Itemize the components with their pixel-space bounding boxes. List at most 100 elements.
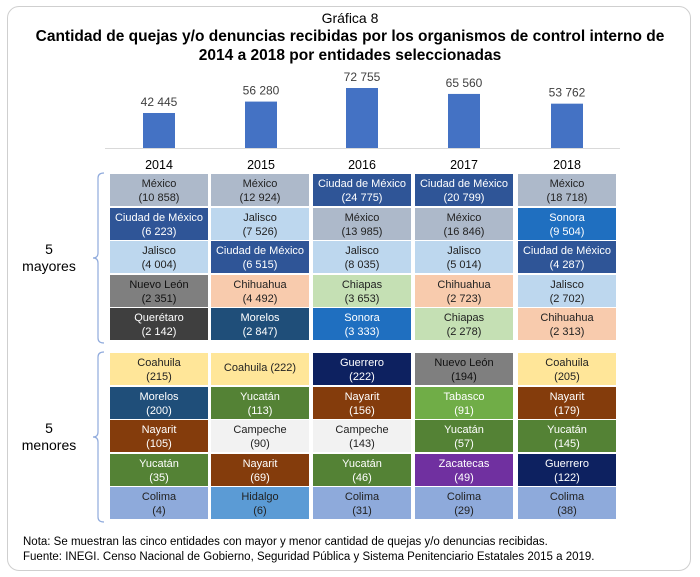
bar-2014 bbox=[143, 112, 175, 148]
group-name: mayores bbox=[22, 258, 76, 274]
entity-name: Hidalgo bbox=[241, 491, 279, 504]
entity-name: Sonora bbox=[549, 211, 585, 224]
entity-value: (2 847) bbox=[242, 326, 278, 339]
entity-value: (215) bbox=[146, 371, 172, 383]
entity-name: Yucatán bbox=[342, 457, 382, 470]
entity-name: Colima bbox=[141, 491, 177, 504]
data-label: 65 560 bbox=[446, 76, 483, 90]
table-cell: Ciudad de México (20 799) bbox=[415, 174, 513, 207]
entity-value: (10 858) bbox=[138, 192, 180, 204]
entity-name: Chihuahua bbox=[233, 278, 287, 291]
entity-value: (35) bbox=[149, 471, 169, 484]
bar-chart: 42 445 2014 56 280 2015 72 755 2016 65 560 2017… bbox=[105, 70, 620, 172]
table-cell: Ciudad de México (6 223) bbox=[110, 207, 208, 240]
entity-name: México bbox=[549, 178, 585, 190]
curly-brace-icon bbox=[92, 351, 105, 523]
entity-name: Jalisco bbox=[447, 245, 481, 258]
entity-value: (179) bbox=[554, 404, 580, 417]
table-cell: Yucatán (57) bbox=[415, 420, 513, 453]
entity-value: (145) bbox=[554, 438, 580, 451]
source-text: Fuente: INEGI. Censo Nacional de Gobiern… bbox=[23, 551, 595, 563]
entity-value: (5 014) bbox=[446, 259, 482, 272]
entity-name: Chihuahua bbox=[540, 312, 594, 325]
entity-name: México bbox=[242, 178, 278, 190]
entity-value: (2 351) bbox=[141, 292, 177, 305]
entity-name: Nayarit bbox=[141, 424, 177, 437]
entity-value: (200) bbox=[146, 404, 172, 417]
entity-name: Coahuila bbox=[545, 357, 589, 369]
bar-2015 bbox=[245, 101, 277, 148]
entity-name: Tabasco bbox=[443, 390, 485, 403]
entity-value: (16 846) bbox=[443, 225, 485, 238]
entity-name: Ciudad de México bbox=[522, 245, 612, 258]
table-cell: Chiapas (3 653) bbox=[313, 274, 411, 307]
entity-name: Jalisco bbox=[243, 211, 277, 224]
entity-name: Colima bbox=[446, 491, 482, 504]
entity-value: (69) bbox=[250, 471, 270, 484]
table-cell: Sonora (9 504) bbox=[518, 207, 616, 240]
entity-value: (57) bbox=[454, 438, 474, 451]
table-cell: México (12 924) bbox=[211, 174, 309, 207]
note-text: Nota: Se muestran las cinco entidades co… bbox=[23, 536, 548, 548]
table-cell: Yucatán (145) bbox=[518, 420, 616, 453]
entity-name: Yucatán bbox=[547, 424, 587, 437]
entity-name: Coahuila (222) bbox=[223, 362, 297, 374]
bar-2017 bbox=[448, 93, 480, 148]
table-cell: Jalisco (2 702) bbox=[518, 274, 616, 307]
table-cell: Morelos (200) bbox=[110, 386, 208, 419]
data-label: 42 445 bbox=[141, 95, 178, 109]
entity-name: Colima bbox=[344, 491, 380, 504]
table-cell: Jalisco (8 035) bbox=[313, 241, 411, 274]
table-cell: Sonora (3 333) bbox=[313, 308, 411, 341]
chart-title: Cantidad de quejas y/o denuncias recibid… bbox=[0, 27, 700, 65]
table-cell: Zacatecas (49) bbox=[415, 453, 513, 486]
table-cell: Ciudad de México (24 775) bbox=[313, 174, 411, 207]
x-tick-label: 2015 bbox=[247, 158, 275, 172]
group-label-bottom: 5 menores bbox=[9, 420, 89, 454]
entity-name: Colima bbox=[549, 491, 585, 504]
table-cell: Coahuila (222) bbox=[211, 353, 309, 386]
entity-name: Nayarit bbox=[344, 390, 380, 403]
entity-value: (8 035) bbox=[344, 259, 380, 272]
entity-name: Morelos bbox=[139, 390, 179, 403]
entity-value: (90) bbox=[250, 438, 270, 451]
table-cell: Coahuila (205) bbox=[518, 353, 616, 386]
group-count: 5 bbox=[45, 420, 53, 436]
entity-value: (4) bbox=[152, 505, 166, 518]
entity-name: Ciudad de México bbox=[215, 245, 305, 258]
table-cell: Guerrero (222) bbox=[313, 353, 411, 386]
table-cell: Yucatán (46) bbox=[313, 453, 411, 486]
entity-name: Jalisco bbox=[142, 245, 176, 258]
table-cell: Guerrero (122) bbox=[518, 453, 616, 486]
table-cell: Nayarit (156) bbox=[313, 386, 411, 419]
table-cell: Morelos (2 847) bbox=[211, 308, 309, 341]
table-cell: Ciudad de México (4 287) bbox=[518, 241, 616, 274]
table-cell: Colima (31) bbox=[313, 487, 411, 520]
entity-name: Yucatán bbox=[240, 390, 280, 403]
table-cell: Chihuahua (4 492) bbox=[211, 274, 309, 307]
table-cell: Nuevo León (194) bbox=[415, 353, 513, 386]
x-tick-label: 2018 bbox=[553, 158, 581, 172]
entity-value: (24 775) bbox=[341, 192, 383, 204]
entity-value: (2 142) bbox=[141, 326, 177, 339]
entity-name: México bbox=[344, 211, 380, 224]
entity-name: México bbox=[141, 178, 177, 190]
table-cell: Tabasco (91) bbox=[415, 386, 513, 419]
entity-name: Nayarit bbox=[242, 457, 278, 470]
entity-name: Yucatán bbox=[139, 457, 179, 470]
table-cell: Nuevo León (2 351) bbox=[110, 274, 208, 307]
entity-value: (49) bbox=[454, 471, 474, 484]
entity-name: Guerrero bbox=[339, 357, 385, 369]
table-cell: Yucatán (113) bbox=[211, 386, 309, 419]
data-label: 56 280 bbox=[243, 84, 280, 98]
entity-name: Nuevo León bbox=[129, 278, 189, 291]
table-cell: Colima (29) bbox=[415, 487, 513, 520]
entity-value: (38) bbox=[557, 505, 577, 518]
entity-name: México bbox=[446, 211, 482, 224]
entity-name: Chiapas bbox=[443, 312, 485, 325]
entity-value: (122) bbox=[554, 471, 580, 484]
entity-value: (9 504) bbox=[549, 225, 585, 238]
entity-value: (222) bbox=[349, 371, 375, 383]
entity-value: (4 004) bbox=[141, 259, 177, 272]
entity-name: Campeche bbox=[335, 424, 389, 437]
